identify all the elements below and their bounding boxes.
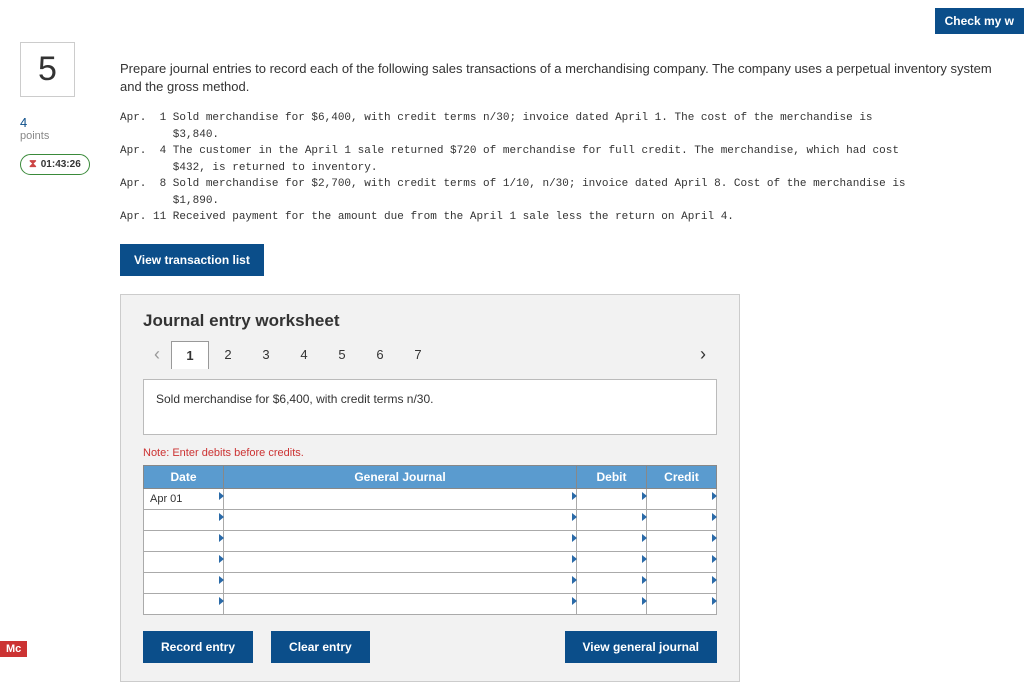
cell-debit[interactable]: [577, 530, 647, 551]
cell-gj[interactable]: [224, 530, 577, 551]
cell-gj[interactable]: [224, 509, 577, 530]
journal-entry-table: Date General Journal Debit Credit Apr 01: [143, 465, 717, 615]
cell-debit[interactable]: [577, 572, 647, 593]
worksheet-tab-6[interactable]: 6: [361, 341, 399, 369]
question-number: 5: [20, 42, 75, 97]
cell-date[interactable]: [144, 551, 224, 572]
clear-entry-button[interactable]: Clear entry: [271, 631, 370, 663]
worksheet-tab-3[interactable]: 3: [247, 341, 285, 369]
cell-credit[interactable]: [647, 572, 717, 593]
cell-gj[interactable]: [224, 572, 577, 593]
cell-gj[interactable]: [224, 488, 577, 509]
worksheet-tab-1[interactable]: 1: [171, 341, 209, 369]
cell-gj[interactable]: [224, 593, 577, 614]
cell-date[interactable]: [144, 572, 224, 593]
table-row: [144, 509, 717, 530]
next-tab-arrow[interactable]: ›: [689, 344, 717, 365]
entry-description: Sold merchandise for $6,400, with credit…: [143, 379, 717, 435]
cell-date[interactable]: [144, 509, 224, 530]
col-header-debit: Debit: [577, 465, 647, 488]
points-label: points: [20, 130, 90, 142]
worksheet-tab-4[interactable]: 4: [285, 341, 323, 369]
cell-date[interactable]: [144, 530, 224, 551]
worksheet-tabs: ‹ 1234567 ›: [143, 341, 717, 369]
cell-debit[interactable]: [577, 488, 647, 509]
publisher-logo: Mc: [0, 641, 27, 657]
worksheet-tab-7[interactable]: 7: [399, 341, 437, 369]
worksheet-title: Journal entry worksheet: [143, 311, 717, 331]
table-row: [144, 530, 717, 551]
hourglass-icon: ⧗: [29, 158, 37, 171]
cell-date[interactable]: Apr 01: [144, 488, 224, 509]
view-transaction-list-button[interactable]: View transaction list: [120, 244, 264, 276]
cell-credit[interactable]: [647, 593, 717, 614]
cell-debit[interactable]: [577, 551, 647, 572]
worksheet-tab-2[interactable]: 2: [209, 341, 247, 369]
transactions-list: Apr. 1 Sold merchandise for $6,400, with…: [120, 110, 1004, 226]
cell-credit[interactable]: [647, 530, 717, 551]
cell-gj[interactable]: [224, 551, 577, 572]
prev-tab-arrow[interactable]: ‹: [143, 344, 171, 365]
cell-credit[interactable]: [647, 551, 717, 572]
cell-credit[interactable]: [647, 509, 717, 530]
worksheet-tab-5[interactable]: 5: [323, 341, 361, 369]
table-row: [144, 593, 717, 614]
col-header-general-journal: General Journal: [224, 465, 577, 488]
view-general-journal-button[interactable]: View general journal: [565, 631, 717, 663]
points-value: 4: [20, 115, 90, 130]
instructions-text: Prepare journal entries to record each o…: [120, 60, 1004, 96]
cell-debit[interactable]: [577, 509, 647, 530]
journal-entry-worksheet: Journal entry worksheet ‹ 1234567 › Sold…: [120, 294, 740, 682]
table-row: Apr 01: [144, 488, 717, 509]
table-row: [144, 572, 717, 593]
cell-credit[interactable]: [647, 488, 717, 509]
col-header-date: Date: [144, 465, 224, 488]
sidebar: 5 4 points ⧗ 01:43:26: [20, 42, 90, 682]
col-header-credit: Credit: [647, 465, 717, 488]
record-entry-button[interactable]: Record entry: [143, 631, 253, 663]
check-my-work-button[interactable]: Check my w: [935, 8, 1024, 34]
timer-badge: ⧗ 01:43:26: [20, 154, 90, 175]
cell-date[interactable]: [144, 593, 224, 614]
table-row: [144, 551, 717, 572]
debits-before-credits-note: Note: Enter debits before credits.: [143, 447, 717, 459]
cell-debit[interactable]: [577, 593, 647, 614]
timer-value: 01:43:26: [41, 159, 81, 170]
